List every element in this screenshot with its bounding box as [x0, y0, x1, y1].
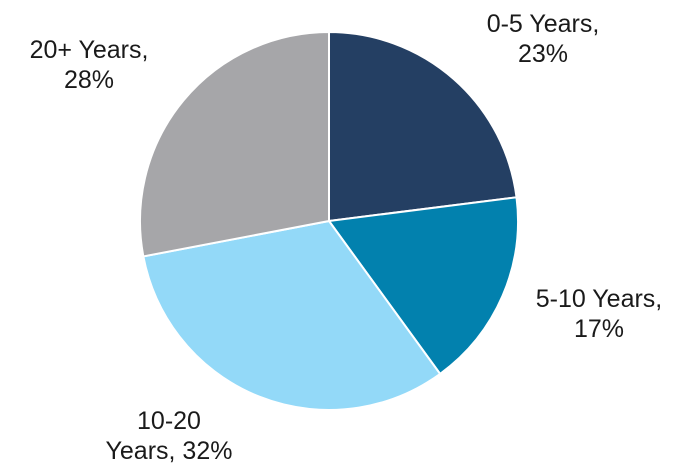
pie-slice-20-years: [139, 31, 330, 258]
pie-slices: [139, 31, 519, 411]
slice-label-line: 20+ Years,: [30, 36, 149, 64]
pie-slice-5-10-years: [328, 196, 519, 375]
slice-labels: 0-5 Years, 23% 5-10 Years, 17% 10-20 Years, 3…: [30, 10, 663, 465]
slice-label-line: 5-10 Years,: [536, 285, 663, 313]
pie-slice-0-5-years: [328, 31, 518, 222]
slice-label-line: Years, 32%: [106, 437, 233, 465]
slice-label-0-5-years: 0-5 Years, 23%: [487, 10, 600, 68]
slice-label-20-years: 20+ Years, 28%: [30, 36, 149, 94]
slice-label-line: 17%: [574, 315, 624, 343]
slice-label-line: 28%: [64, 66, 114, 94]
slice-label-5-10-years: 5-10 Years, 17%: [536, 285, 663, 343]
slice-label-10-20-years: 10-20 Years, 32%: [106, 407, 233, 465]
slice-label-line: 0-5 Years,: [487, 10, 600, 38]
slice-label-line: 10-20: [137, 407, 201, 435]
slice-label-line: 23%: [518, 40, 568, 68]
pie-slice-10-20-years: [142, 220, 442, 411]
